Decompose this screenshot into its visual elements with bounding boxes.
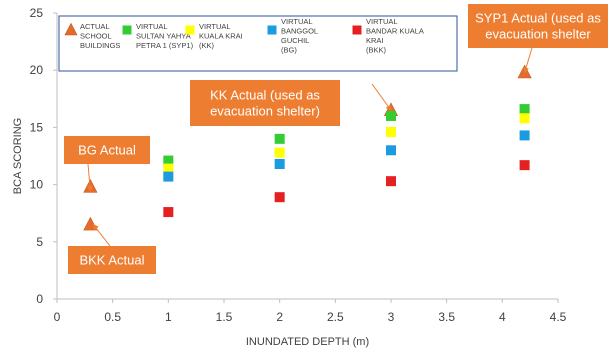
legend-label: (KK)	[199, 41, 215, 50]
x-tick-label: 2	[276, 310, 283, 324]
y-tick-label: 10	[30, 178, 44, 192]
legend-marker	[122, 25, 132, 35]
callout-text: KK Actual (used as	[210, 88, 320, 103]
x-tick-label: 3.5	[438, 310, 455, 324]
y-tick-label: 15	[30, 120, 44, 134]
callout-box	[64, 136, 150, 164]
callout-0: BG Actual	[64, 136, 150, 192]
y-tick-label: 20	[30, 63, 44, 77]
callout-arrow	[371, 83, 392, 112]
y-tick-label: 5	[36, 235, 43, 249]
callout-text: evacuation shelter	[485, 27, 591, 42]
legend-label: BANGGOL	[281, 27, 318, 36]
legend-marker	[64, 22, 78, 36]
legend-label: VIRTUAL	[281, 17, 313, 26]
callout-arrow	[523, 47, 533, 74]
axes	[56, 13, 558, 300]
legend-label: GUCHIL	[281, 36, 309, 45]
legend-label: BUILDINGS	[80, 41, 120, 50]
data-point-series-2	[274, 147, 285, 158]
callout-box	[190, 80, 340, 126]
data-point-series-2	[163, 163, 174, 174]
x-tick-label: 1.5	[216, 310, 233, 324]
data-point-series-1	[163, 155, 174, 166]
data-point-series-4	[163, 207, 174, 218]
legend-label: KRAI	[366, 36, 384, 45]
data-point-series-2	[386, 126, 396, 137]
legend-label: (BG)	[281, 46, 297, 55]
legend-label: ACTUAL	[80, 22, 110, 31]
data-point-series-4	[519, 160, 530, 171]
y-tick-label: 0	[36, 292, 43, 306]
x-tick-label: 4.5	[550, 310, 567, 324]
callout-box	[468, 4, 608, 48]
legend-label: SCHOOL	[80, 32, 112, 41]
data-point-series-2	[519, 113, 530, 124]
callout-text: SYP1 Actual (used as	[475, 11, 601, 26]
legend-marker	[185, 25, 195, 35]
data-points	[83, 64, 532, 231]
callout-1: BKK Actual	[68, 223, 156, 274]
data-point-series-3	[163, 171, 174, 182]
legend-label: PETRA 1 (SYP1)	[136, 41, 194, 50]
data-point-series-1	[386, 110, 396, 121]
legend-label: VIRTUAL	[136, 22, 168, 31]
y-axis-title: BCA SCORING	[12, 118, 24, 194]
legend-label: VIRTUAL	[366, 17, 398, 26]
legend-marker	[352, 25, 362, 35]
x-tick-label: 1	[165, 310, 172, 324]
legend-box	[58, 15, 458, 72]
x-tick-label: 0.5	[104, 310, 121, 324]
data-point-series-1	[519, 104, 530, 115]
y-tick-label: 25	[30, 6, 44, 20]
legend-label: SULTAN YAHYA	[136, 32, 191, 41]
data-point-series-0	[83, 216, 98, 231]
data-point-series-3	[386, 145, 396, 156]
callout-text: BG Actual	[78, 143, 136, 158]
legend-label: KUALA KRAI	[199, 32, 243, 41]
callout-arrow	[92, 223, 111, 247]
data-point-series-3	[519, 130, 530, 141]
x-tick-label: 3	[388, 310, 395, 324]
legend-label: VIRTUAL	[199, 22, 231, 31]
data-point-series-4	[274, 192, 285, 203]
callout-text: BKK Actual	[79, 253, 144, 268]
tick-labels: 0 0.5 1 1.5 2 2.5 3 3.5 4 4.5 0 5 10 15 20 25	[30, 6, 567, 324]
x-tick-label: 2.5	[327, 310, 344, 324]
x-axis-title: INUNDATED DEPTH (m)	[246, 336, 369, 348]
data-point-series-4	[386, 176, 396, 187]
data-point-series-1	[274, 133, 285, 144]
callout-arrow	[86, 163, 93, 192]
callout-text: evacuation shelter)	[210, 104, 320, 119]
legend-label: (BKK)	[366, 46, 387, 55]
x-tick-label: 0	[54, 310, 61, 324]
data-point-series-3	[274, 159, 285, 170]
callout-box	[68, 246, 156, 274]
x-tick-label: 4	[499, 310, 506, 324]
legend-label: BANDAR KUALA	[366, 27, 424, 36]
legend-marker	[267, 25, 277, 35]
